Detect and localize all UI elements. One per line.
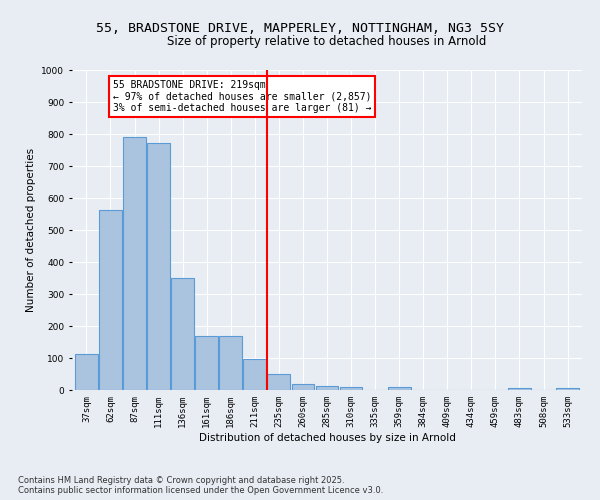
Bar — [75, 354, 98, 390]
Bar — [147, 143, 170, 390]
X-axis label: Distribution of detached houses by size in Arnold: Distribution of detached houses by size … — [199, 432, 455, 442]
Bar — [99, 210, 122, 390]
Bar — [340, 387, 362, 390]
Bar — [195, 336, 218, 390]
Bar — [244, 358, 266, 390]
Bar — [171, 278, 194, 390]
Text: Contains HM Land Registry data © Crown copyright and database right 2025.
Contai: Contains HM Land Registry data © Crown c… — [18, 476, 383, 495]
Text: 55 BRADSTONE DRIVE: 219sqm
← 97% of detached houses are smaller (2,857)
3% of se: 55 BRADSTONE DRIVE: 219sqm ← 97% of deta… — [113, 80, 371, 113]
Y-axis label: Number of detached properties: Number of detached properties — [26, 148, 36, 312]
Title: Size of property relative to detached houses in Arnold: Size of property relative to detached ho… — [167, 35, 487, 48]
Bar — [316, 386, 338, 390]
Bar — [123, 137, 146, 390]
Bar — [220, 336, 242, 390]
Bar — [508, 388, 531, 390]
Bar — [556, 388, 579, 390]
Bar — [292, 384, 314, 390]
Bar — [268, 374, 290, 390]
Text: 55, BRADSTONE DRIVE, MAPPERLEY, NOTTINGHAM, NG3 5SY: 55, BRADSTONE DRIVE, MAPPERLEY, NOTTINGH… — [96, 22, 504, 36]
Bar — [388, 387, 410, 390]
